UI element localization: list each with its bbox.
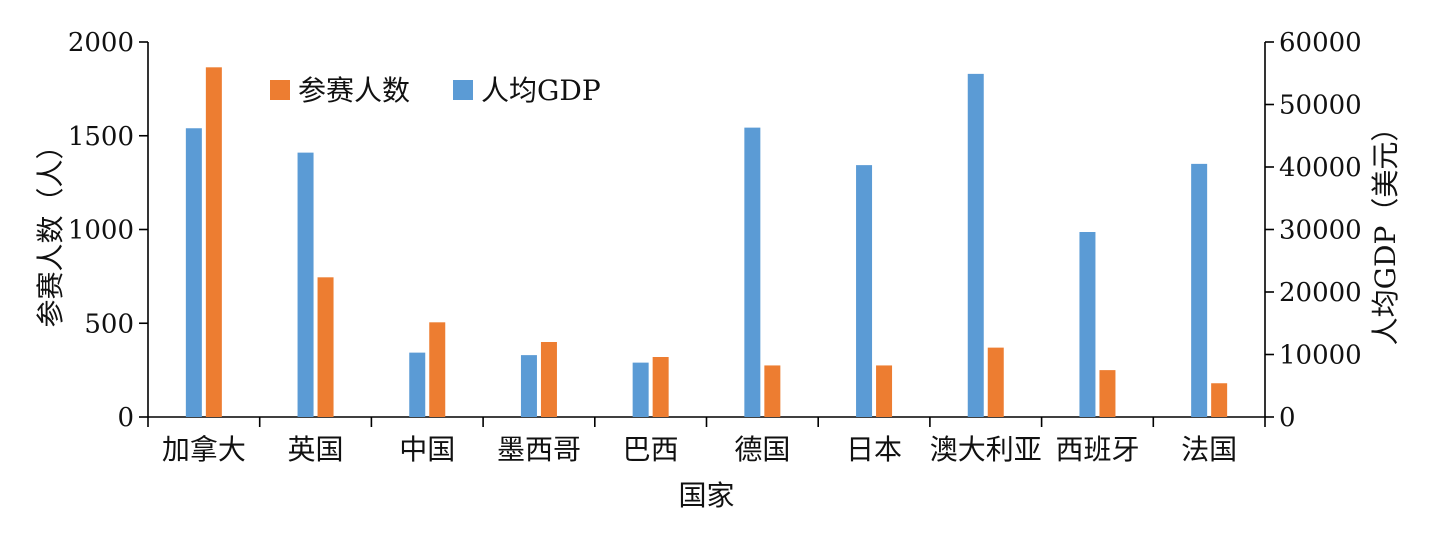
bar-participants	[1211, 383, 1228, 417]
y-left-tick-label: 1000	[68, 216, 134, 246]
x-category-label: 加拿大	[162, 433, 246, 466]
bar-gdp	[409, 352, 426, 417]
x-category-label: 巴西	[623, 433, 679, 466]
y-left-tick-label: 500	[84, 309, 134, 339]
y-right-tick-label: 60000	[1279, 28, 1362, 58]
y-right-tick-label: 20000	[1279, 278, 1362, 308]
bar-participants	[429, 322, 446, 417]
y-left-tick-label: 0	[117, 403, 134, 433]
bar-gdp	[967, 73, 984, 417]
bar-gdp	[856, 165, 873, 417]
x-category-label: 德国	[734, 433, 790, 466]
bar-participants	[764, 365, 781, 417]
legend-swatch	[453, 80, 473, 100]
y-left-tick-label: 1500	[68, 122, 134, 152]
y-right-tick-label: 40000	[1279, 153, 1362, 183]
y-right-tick-label: 0	[1279, 403, 1296, 433]
x-category-label: 日本	[846, 433, 902, 466]
bar-gdp	[632, 362, 649, 417]
y-right-tick-label: 30000	[1279, 216, 1362, 246]
bar-gdp	[1191, 163, 1208, 417]
legend-swatch	[270, 80, 290, 100]
bar-participants	[1099, 370, 1116, 417]
y-left-tick-label: 2000	[68, 28, 134, 58]
x-category-label: 墨西哥	[497, 433, 581, 466]
bars-group	[185, 67, 1228, 417]
labels-group: 0500100015002000010000200003000040000500…	[68, 28, 1362, 466]
x-category-label: 英国	[288, 433, 344, 466]
y-axis-left-title: 参赛人数（人）	[34, 131, 67, 327]
bar-gdp	[297, 152, 314, 417]
bar-gdp	[1079, 232, 1096, 417]
legend: 参赛人数 人均GDP	[270, 74, 601, 107]
y-right-tick-label: 10000	[1279, 341, 1362, 371]
bar-participants	[540, 342, 557, 417]
bar-participants	[652, 357, 669, 417]
bar-participants	[317, 277, 334, 417]
axes-group	[139, 41, 1274, 427]
bar-participants	[876, 365, 893, 417]
x-category-label: 中国	[399, 433, 455, 466]
x-axis-title: 国家	[678, 479, 734, 512]
bar-gdp	[520, 355, 537, 417]
bar-gdp	[744, 127, 761, 417]
y-right-tick-label: 50000	[1279, 91, 1362, 121]
legend-label: 参赛人数	[298, 74, 410, 107]
bar-participants	[205, 67, 222, 417]
x-category-label: 西班牙	[1055, 433, 1139, 466]
bar-gdp	[185, 128, 202, 417]
bar-participants	[987, 347, 1004, 417]
x-category-label: 澳大利亚	[930, 433, 1042, 466]
y-axis-right-title: 人均GDP（美元）	[1369, 114, 1402, 346]
legend-label: 人均GDP	[481, 74, 601, 107]
x-category-label: 法国	[1181, 433, 1237, 466]
